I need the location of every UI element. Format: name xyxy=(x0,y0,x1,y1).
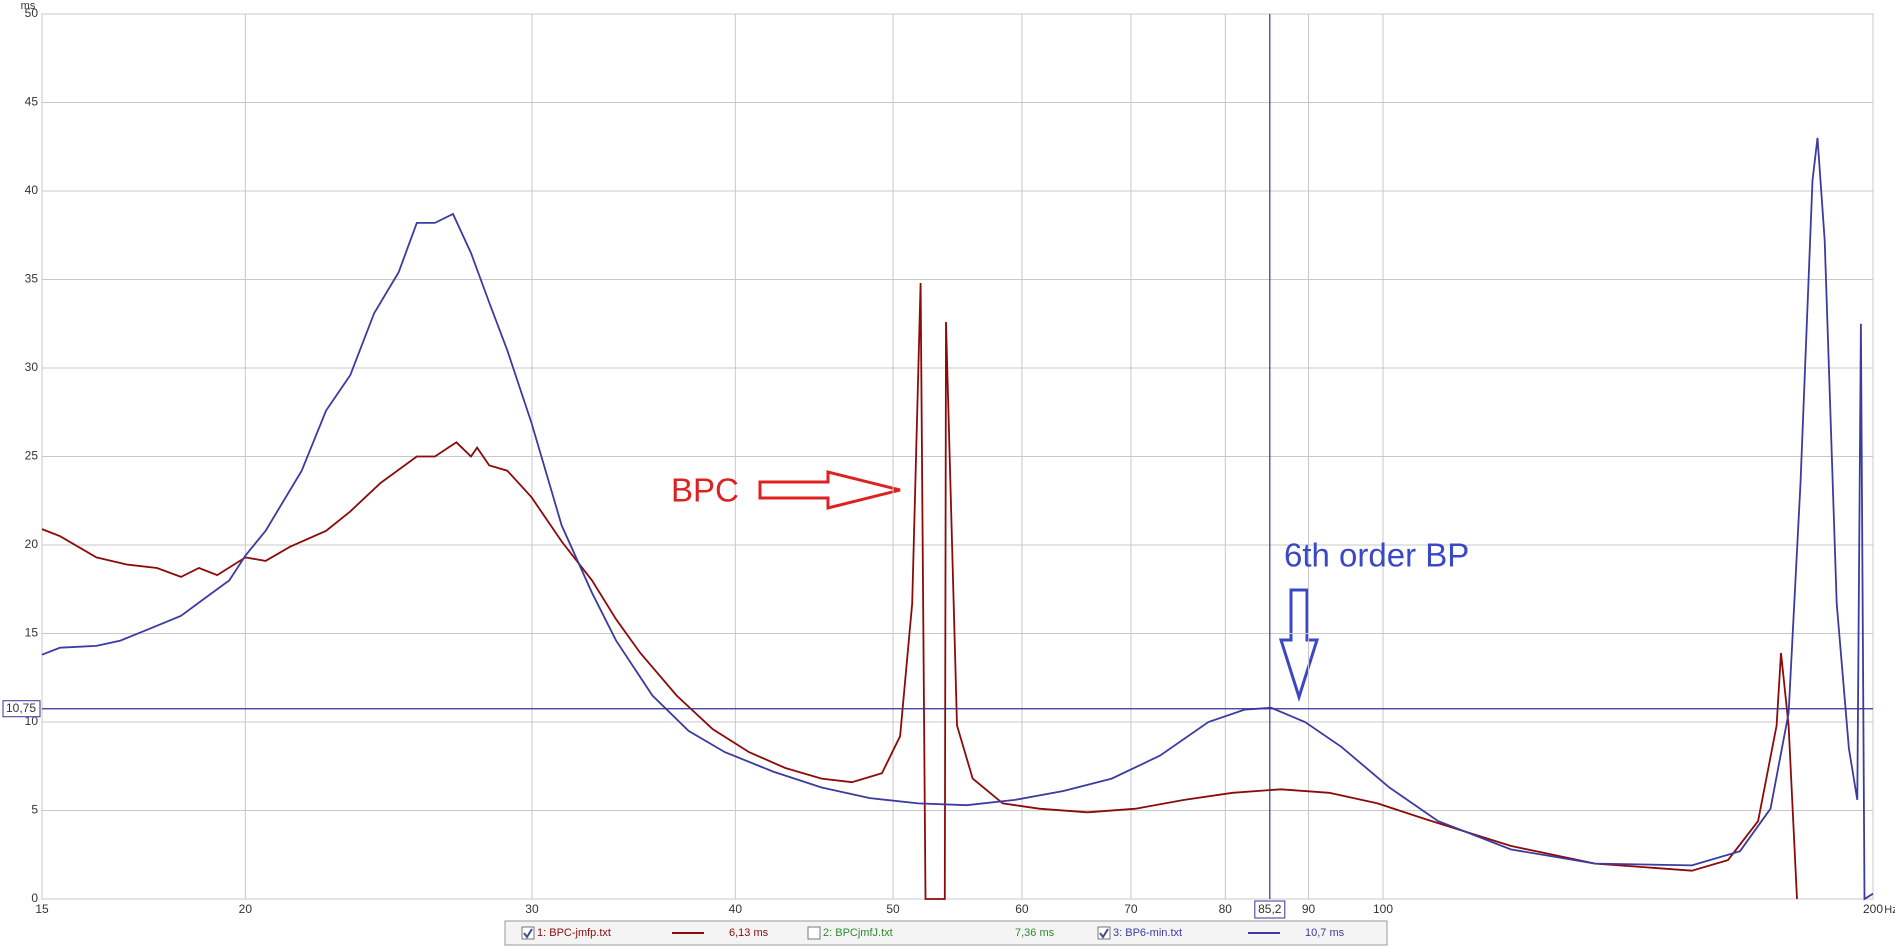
annotation: 6th order BP xyxy=(1284,537,1469,574)
y-tick-label: 45 xyxy=(25,95,39,109)
y-tick-label: 30 xyxy=(25,360,39,374)
legend-box xyxy=(504,920,1388,946)
legend-check xyxy=(523,928,533,939)
x-tick-label: 80 xyxy=(1219,902,1233,916)
x-tick-label: 100 xyxy=(1373,902,1393,916)
y-tick-label: 25 xyxy=(25,449,39,463)
cursor-x-label: 85,2 xyxy=(1258,902,1282,916)
series-line xyxy=(41,137,1874,901)
x-tick-label: 200 xyxy=(1863,902,1883,916)
y-tick-label: 35 xyxy=(25,272,39,286)
cursor-y-box xyxy=(2,700,41,718)
y-tick-label: 15 xyxy=(25,626,39,640)
y-tick-label: 0 xyxy=(31,891,38,905)
legend-readout: 6,13 ms xyxy=(729,927,769,939)
x-tick-label: 50 xyxy=(886,902,900,916)
x-tick-label: 70 xyxy=(1124,902,1138,916)
x-axis-label: Hz xyxy=(1884,904,1895,916)
series-line xyxy=(41,282,1798,900)
legend-name: 1: BPC-jmfp.txt xyxy=(537,927,611,939)
x-tick-label: 60 xyxy=(1015,902,1029,916)
bpc-arrow xyxy=(758,470,901,510)
y-tick-label: 40 xyxy=(25,183,39,197)
y-tick-label: 50 xyxy=(25,6,39,20)
legend-name: 2: BPCjmfJ.txt xyxy=(823,927,893,939)
bp-arrow xyxy=(1278,588,1320,702)
x-tick-label: 40 xyxy=(729,902,743,916)
annotation: BPC xyxy=(671,472,739,509)
legend-checkbox[interactable] xyxy=(807,926,821,940)
cursor-y-label: 10,75 xyxy=(6,701,36,715)
legend-readout: 10,7 ms xyxy=(1305,927,1345,939)
legend-check xyxy=(1099,928,1109,939)
x-tick-label: 15 xyxy=(35,902,49,916)
y-axis-label: ms xyxy=(21,0,36,12)
x-tick-label: 30 xyxy=(525,902,539,916)
y-tick-label: 10 xyxy=(25,714,39,728)
legend-readout: 7,36 ms xyxy=(1015,927,1055,939)
y-tick-label: 5 xyxy=(31,803,38,817)
y-tick-label: 20 xyxy=(25,537,39,551)
x-tick-label: 20 xyxy=(239,902,253,916)
legend-name: 3: BP6-min.txt xyxy=(1113,927,1182,939)
cursor-x-box xyxy=(1254,900,1286,919)
x-tick-label: 90 xyxy=(1302,902,1316,916)
